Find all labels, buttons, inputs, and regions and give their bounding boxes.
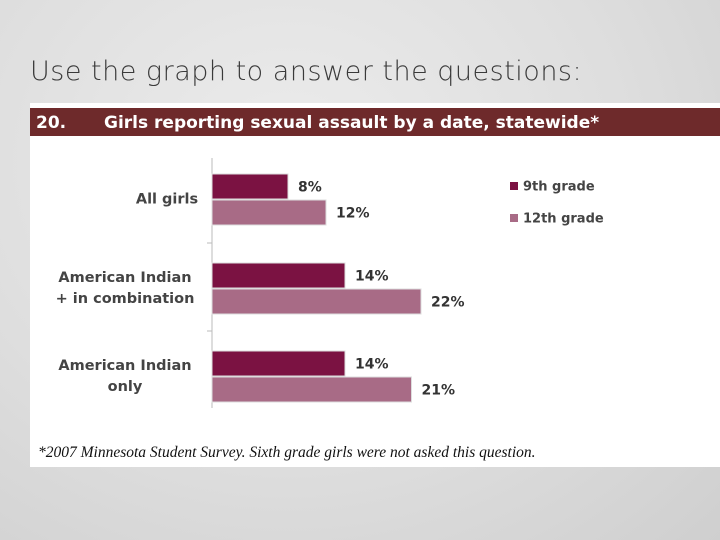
- value-label: 21%: [422, 383, 456, 399]
- legend-label: 9th grade: [523, 180, 595, 195]
- bar: [211, 376, 412, 403]
- bar: [211, 350, 346, 377]
- legend-label: 12th grade: [523, 212, 604, 227]
- value-label: 8%: [298, 180, 322, 196]
- category-label: All girls: [135, 191, 199, 208]
- bar: [211, 199, 327, 226]
- bar: [211, 288, 422, 315]
- chart-number: 20.: [36, 113, 66, 133]
- value-label: 12%: [336, 206, 370, 222]
- value-label: 14%: [355, 357, 389, 373]
- header-bar: [30, 108, 720, 136]
- value-label: 14%: [355, 269, 389, 285]
- bar: [211, 262, 346, 289]
- legend-swatch: [510, 214, 518, 222]
- category-label: American Indian only: [58, 358, 192, 395]
- bar: [211, 173, 289, 200]
- slide-title: Use the graph to answer the questions:: [30, 56, 583, 87]
- chart-title: Girls reporting sexual assault by a date…: [104, 113, 599, 133]
- footnote: *2007 Minnesota Student Survey. Sixth gr…: [38, 444, 536, 461]
- category-label: American Indian + in combination: [55, 270, 195, 307]
- legend-swatch: [510, 182, 518, 190]
- chart-panel: [30, 103, 720, 467]
- value-label: 22%: [431, 295, 465, 311]
